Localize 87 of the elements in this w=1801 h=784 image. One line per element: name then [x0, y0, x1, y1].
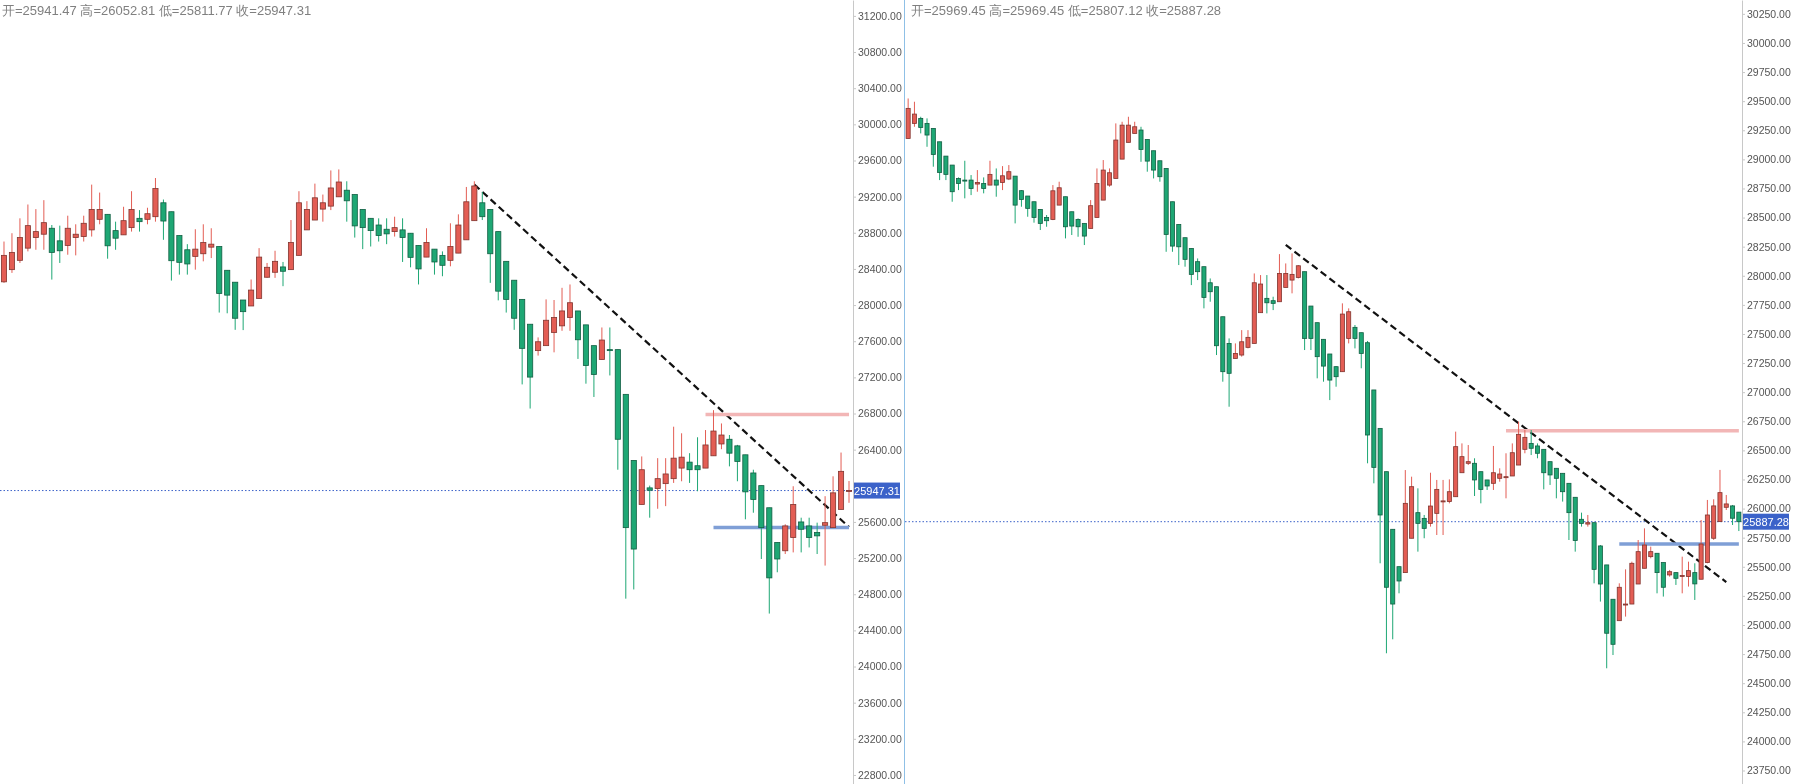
y-tick-label: 30000.00	[1747, 36, 1791, 49]
candlestick	[974, 169, 980, 193]
chart-title: 开=25969.45 高=25969.45 低=25807.12 收=25887.28	[911, 3, 1222, 18]
y-tick-label: 25200.00	[858, 551, 902, 564]
candlestick	[606, 326, 613, 376]
y-tick-label: 23600.00	[858, 696, 902, 709]
candlestick	[598, 326, 605, 361]
y-tick-label: 25500.00	[1747, 560, 1791, 573]
y-tick-label: 29750.00	[1747, 65, 1791, 78]
candlestick	[1673, 572, 1679, 586]
y-tick-label: 24500.00	[1747, 677, 1791, 690]
candlestick	[32, 208, 39, 251]
candlestick	[551, 299, 558, 353]
y-tick-label: 22800.00	[858, 768, 902, 781]
candlestick	[280, 261, 286, 287]
chart-title: 开=25941.47 高=26052.81 低=25811.77 收=25947.31	[2, 3, 312, 18]
y-tick-label: 27250.00	[1747, 356, 1791, 369]
y-tick-label: 30400.00	[858, 82, 902, 95]
y-tick-label: 27200.00	[858, 371, 902, 384]
candlestick	[806, 517, 813, 548]
y-tick-label: 28000.00	[1747, 269, 1791, 282]
candlestick	[24, 203, 31, 252]
y-tick-label: 29600.00	[858, 154, 902, 167]
candlestick	[1692, 562, 1698, 601]
y-tick-label: 30250.00	[1747, 7, 1791, 20]
candlestick	[559, 287, 566, 332]
y-tick-label: 30800.00	[858, 45, 902, 58]
y-tick-label: 28500.00	[1747, 211, 1791, 224]
y-tick-label: 27500.00	[1747, 327, 1791, 340]
y-tick-label: 26000.00	[1747, 502, 1791, 515]
candlestick	[423, 227, 430, 258]
candlestick	[567, 283, 573, 332]
y-tick-label: 28250.00	[1747, 240, 1791, 253]
candlestick	[993, 167, 999, 198]
y-tick-label: 26400.00	[858, 443, 902, 456]
candlestick	[327, 169, 334, 211]
y-tick-label: 31200.00	[858, 9, 902, 22]
candlestick	[646, 485, 653, 519]
y-tick-label: 23750.00	[1747, 764, 1791, 777]
candlestick	[343, 180, 350, 223]
candlestick	[56, 225, 63, 264]
y-tick-label: 24000.00	[1747, 735, 1791, 748]
candlestick	[248, 279, 255, 307]
y-tick-label: 27000.00	[1747, 386, 1791, 399]
y-tick-label: 26500.00	[1747, 444, 1791, 457]
y-tick-label: 24000.00	[858, 660, 902, 673]
y-tick-label: 28800.00	[858, 226, 902, 239]
y-tick-label: 28000.00	[858, 298, 902, 311]
y-tick-label: 25600.00	[858, 515, 902, 528]
y-tick-label: 28750.00	[1747, 182, 1791, 195]
y-tick-label: 29200.00	[858, 190, 902, 203]
y-tick-label: 30000.00	[858, 118, 902, 131]
y-tick-label: 25000.00	[1747, 618, 1791, 631]
candlestick	[535, 336, 542, 357]
candlestick	[391, 216, 398, 238]
y-tick-label: 28400.00	[858, 262, 902, 275]
candlestick	[319, 194, 326, 223]
y-tick-label: 26750.00	[1747, 415, 1791, 428]
candlestick	[814, 522, 821, 555]
ref-line-label: 25947.31	[854, 484, 900, 497]
candlestick	[987, 160, 993, 186]
y-tick-label: 29000.00	[1747, 153, 1791, 166]
y-tick-label: 29250.00	[1747, 124, 1791, 137]
y-tick-label: 26800.00	[858, 407, 902, 420]
candlestick	[136, 209, 143, 233]
y-tick-label: 25250.00	[1747, 589, 1791, 602]
candlestick	[798, 517, 805, 553]
y-tick-label: 23200.00	[858, 732, 902, 745]
y-tick-label: 25750.00	[1747, 531, 1791, 544]
y-tick-label: 26250.00	[1747, 473, 1791, 486]
candlestick	[16, 217, 23, 264]
candlestick	[335, 168, 342, 198]
y-tick-label: 27600.00	[858, 335, 902, 348]
candlestick	[240, 299, 247, 331]
candlestick	[40, 199, 47, 251]
candlestick	[303, 200, 310, 231]
candlestick	[272, 250, 279, 279]
y-tick-label: 24250.00	[1747, 706, 1791, 719]
candlestick	[822, 495, 829, 567]
y-tick-label: 29500.00	[1747, 95, 1791, 108]
y-tick-label: 24400.00	[858, 624, 902, 637]
candlestick	[311, 183, 318, 221]
candlestick	[8, 232, 15, 274]
ref-line-label: 25887.28	[1743, 515, 1789, 528]
y-tick-label: 27750.00	[1747, 298, 1791, 311]
y-tick-label: 24750.00	[1747, 647, 1791, 660]
y-tick-label: 24800.00	[858, 588, 902, 601]
